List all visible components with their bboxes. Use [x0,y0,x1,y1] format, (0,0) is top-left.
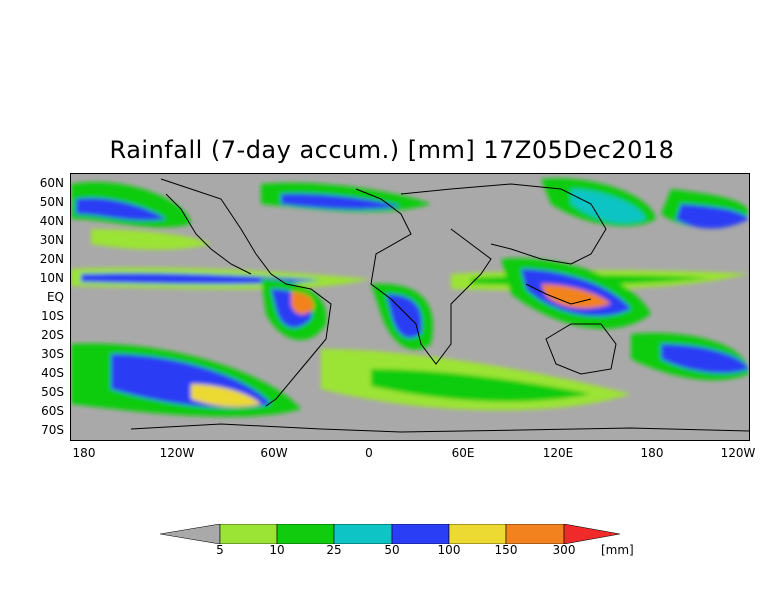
lat-label: 10S [41,309,64,323]
legend-above-triangle [563,524,621,544]
rainfall-map [70,173,750,441]
legend-bin [333,524,393,544]
lat-label: 30S [41,347,64,361]
legend-bin [391,524,450,544]
lon-label: 60E [451,446,475,460]
lat-label: 40N [39,214,64,228]
lat-label: 10N [39,271,64,285]
lon-label: 120W [720,446,756,460]
legend-below-triangle [160,524,221,544]
legend-bin [219,524,278,544]
legend-threshold-label: 100 [437,543,461,557]
legend-bin [448,524,507,544]
lon-label: 120W [159,446,195,460]
legend-threshold-label: 300 [552,543,576,557]
color-legend [160,524,621,544]
lat-label: 50N [39,195,64,209]
lat-label: 20N [39,252,64,266]
legend-unit: [mm] [601,543,634,557]
lon-label: 180 [640,446,664,460]
legend-bin [276,524,335,544]
lon-label: 0 [365,446,373,460]
coastlines [130,178,749,433]
rainfall-field [71,178,749,417]
rainfall-map-canvas [71,174,749,440]
legend-threshold-label: 25 [326,543,342,557]
lat-label: 70S [41,423,64,437]
lat-label: 40S [41,366,64,380]
map-title: Rainfall (7-day accum.) [mm] 17Z05Dec201… [109,136,675,164]
lon-label: 60W [260,446,288,460]
lat-label: 30N [39,233,64,247]
lat-label: 60N [39,176,64,190]
lat-label: 60S [41,404,64,418]
legend-threshold-label: 5 [216,543,224,557]
lon-label: 180 [72,446,96,460]
lat-label: 50S [41,385,64,399]
legend-threshold-label: 50 [384,543,400,557]
lat-label: 20S [41,328,64,342]
legend-threshold-label: 150 [494,543,518,557]
legend-bin [505,524,565,544]
lat-label: EQ [46,290,64,304]
legend-threshold-label: 10 [269,543,285,557]
lon-label: 120E [542,446,574,460]
